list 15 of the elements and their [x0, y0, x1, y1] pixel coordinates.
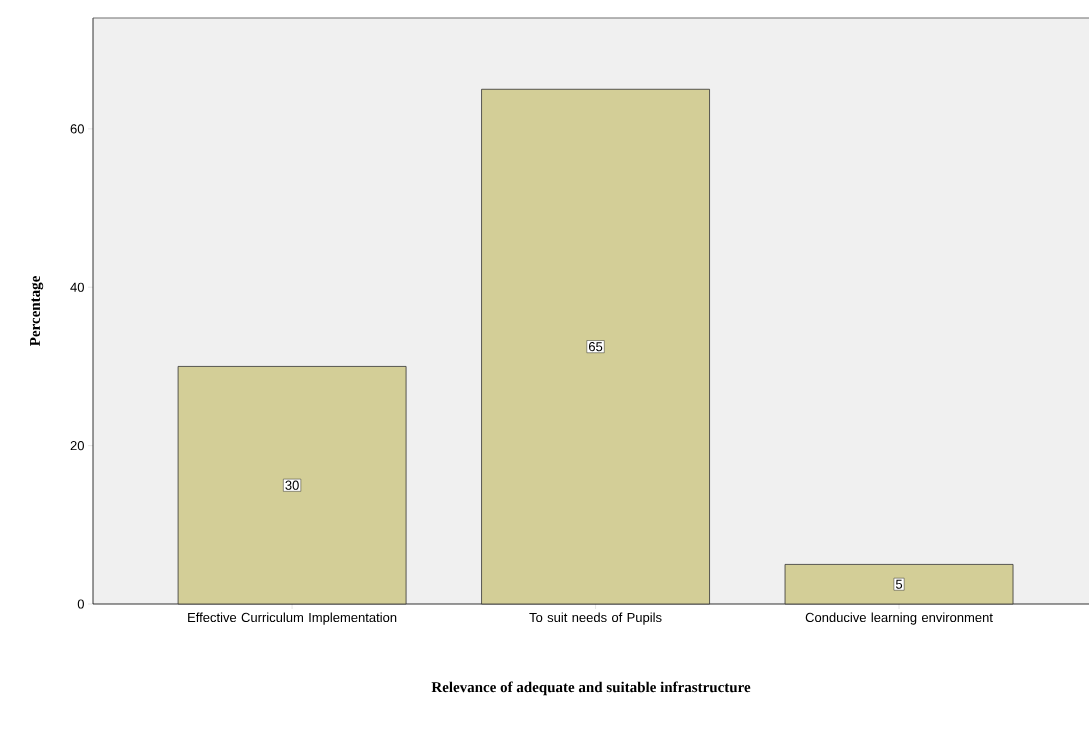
- bar: [784, 564, 1014, 605]
- y-tick-label: 20: [70, 441, 84, 451]
- x-tick-label: To suit needs of Pupils: [529, 612, 662, 625]
- x-tick-label: Effective Curriculum Implementation: [188, 612, 397, 625]
- data-label: 5: [895, 579, 903, 589]
- data-label: 30: [285, 480, 299, 490]
- y-tick-label: 0: [77, 599, 84, 609]
- x-tick-label: Conducive learning environment: [805, 612, 993, 625]
- bar: [481, 88, 710, 605]
- data-label: 65: [588, 342, 603, 352]
- y-axis-title: Percentage: [30, 276, 44, 347]
- x-axis-title: Relevance of adequate and suitable infrastructure: [431, 681, 751, 696]
- y-tick-label: 60: [70, 124, 84, 134]
- y-tick-label: 40: [70, 282, 84, 292]
- bar: [177, 366, 407, 605]
